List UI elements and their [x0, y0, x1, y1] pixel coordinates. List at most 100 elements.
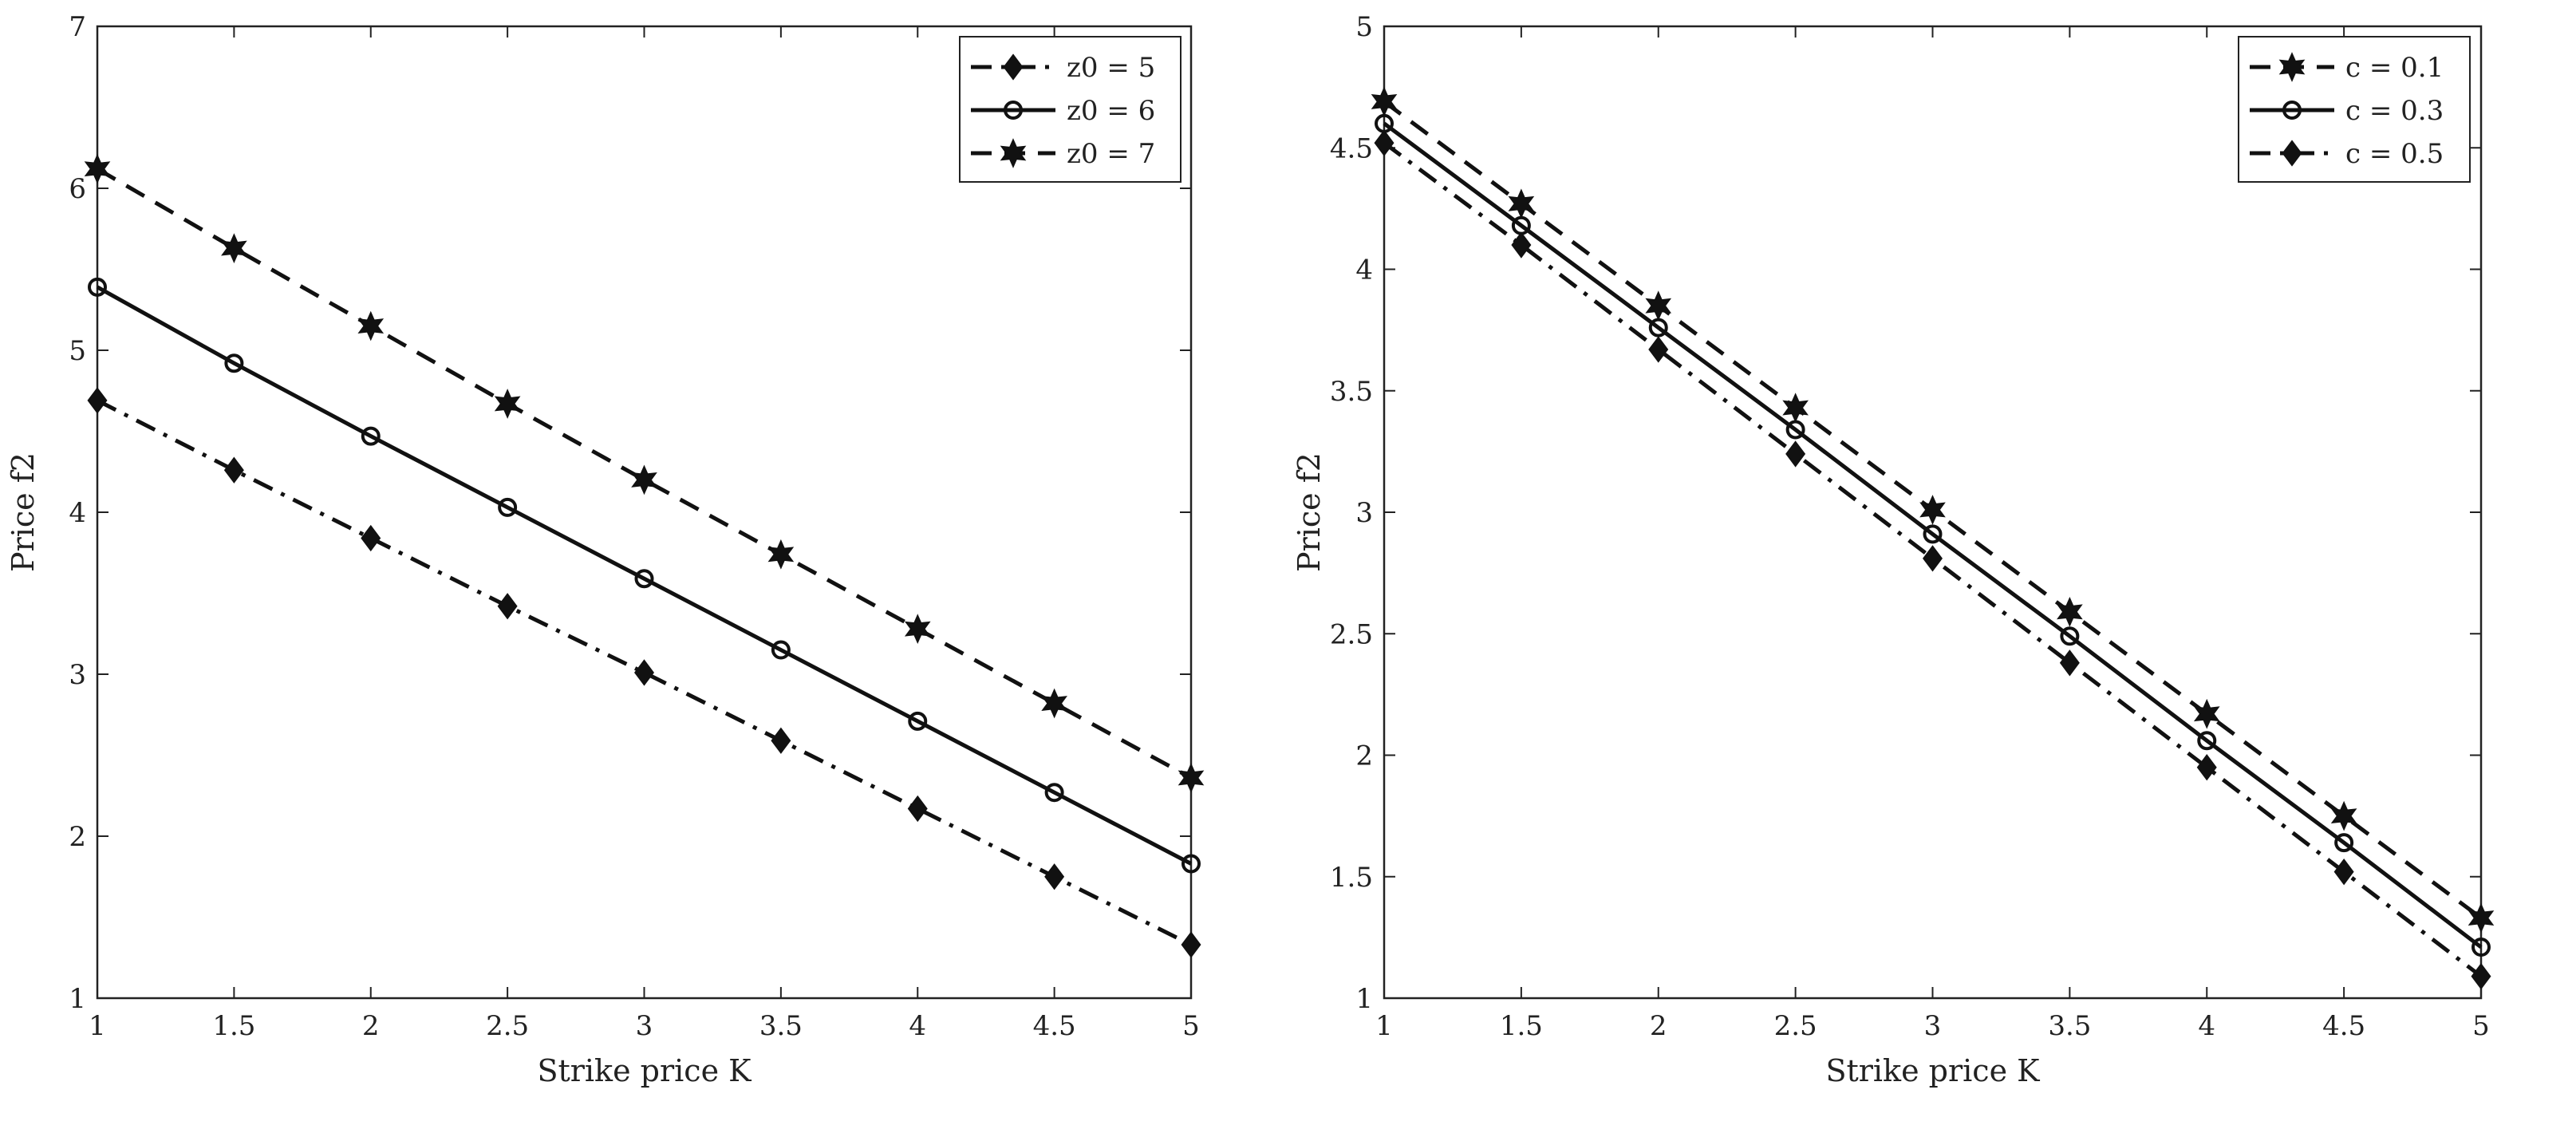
data-point — [2057, 596, 2083, 627]
y-tick-label: 5 — [1355, 11, 1373, 43]
series-line — [1383, 121, 2483, 949]
data-point — [88, 277, 107, 297]
data-point — [1181, 854, 1201, 874]
legend: z0 = 5 z0 = 6 z0 = 7 — [959, 36, 1181, 183]
data-point — [1044, 783, 1064, 803]
data-point — [1645, 290, 1672, 322]
y-tick-label: 1.5 — [1330, 862, 1373, 894]
data-point — [361, 426, 381, 446]
x-tick-label: 1 — [89, 1010, 106, 1042]
series-2 — [88, 277, 1201, 874]
data-point — [2471, 938, 2491, 957]
legend-marker — [1004, 101, 1023, 120]
data-point — [634, 659, 654, 686]
data-point — [1511, 231, 1532, 259]
data-point — [224, 353, 244, 373]
data-point — [904, 614, 931, 645]
data-point — [2333, 858, 2354, 886]
data-point — [2468, 902, 2495, 934]
series-line — [96, 398, 1193, 947]
series-3 — [1374, 129, 2491, 990]
data-point — [2334, 833, 2354, 853]
data-point — [771, 640, 791, 660]
data-point — [1508, 188, 1535, 219]
data-point — [87, 387, 108, 414]
legend: c = 0.1 c = 0.3 c = 0.5 — [2238, 36, 2471, 183]
x-tick-label: 3 — [636, 1010, 653, 1042]
data-point — [2059, 649, 2080, 677]
series-line — [96, 167, 1193, 780]
series-2 — [1375, 113, 2491, 957]
y-tick-label: 3.5 — [1330, 376, 1373, 408]
x-tick-label: 1.5 — [212, 1010, 255, 1042]
data-point — [1374, 129, 1395, 156]
data-point — [494, 389, 521, 419]
y-tick-label: 5 — [69, 335, 86, 367]
series-3 — [84, 153, 1205, 793]
y-tick-label: 4.5 — [1330, 132, 1373, 164]
legend-marker — [2282, 101, 2302, 120]
legend-marker — [2282, 140, 2302, 167]
legend-label: z0 = 6 — [1067, 95, 1155, 127]
legend-label: c = 0.1 — [2345, 52, 2444, 84]
series-line — [1383, 141, 2483, 978]
x-tick-label: 2.5 — [1774, 1010, 1817, 1042]
data-point — [2197, 731, 2217, 751]
data-point — [1785, 440, 1806, 468]
y-axis-label: Price f2 — [6, 452, 41, 572]
data-point — [84, 153, 111, 184]
data-point — [1371, 86, 1398, 117]
data-point — [2471, 962, 2491, 990]
y-axis-label: Price f2 — [1292, 452, 1327, 572]
data-point — [497, 593, 518, 620]
x-tick-label: 3 — [1924, 1010, 1942, 1042]
series-1 — [87, 387, 1201, 958]
data-point — [1178, 763, 1205, 793]
x-tick-label: 4.5 — [2322, 1010, 2365, 1042]
legend-label: c = 0.5 — [2345, 138, 2444, 170]
data-point — [1923, 545, 1943, 572]
x-tick-label: 1.5 — [1500, 1010, 1543, 1042]
data-point — [908, 711, 928, 731]
data-point — [2330, 800, 2357, 831]
legend-label: c = 0.3 — [2345, 95, 2444, 127]
data-point — [1044, 863, 1065, 890]
x-tick-label: 2 — [362, 1010, 380, 1042]
data-point — [1648, 336, 1669, 363]
data-point — [223, 456, 244, 484]
y-tick-label: 2 — [69, 821, 86, 853]
legend-label: z0 = 7 — [1067, 138, 1155, 170]
data-point — [1923, 524, 1943, 544]
data-point — [2196, 754, 2217, 781]
y-tick-label: 2 — [1355, 740, 1373, 772]
y-tick-label: 1 — [1355, 983, 1373, 1015]
legend-marker — [2278, 52, 2306, 82]
y-tick-label: 3 — [69, 659, 86, 691]
series-line — [96, 285, 1193, 866]
data-point — [634, 569, 654, 589]
data-point — [1782, 393, 1809, 423]
y-tick-label: 7 — [69, 11, 86, 43]
data-point — [907, 795, 928, 823]
y-tick-label: 3 — [1355, 497, 1373, 529]
data-point — [631, 464, 657, 495]
x-tick-label: 4 — [909, 1010, 926, 1042]
series-1 — [1371, 86, 2495, 934]
data-point — [361, 524, 381, 552]
x-tick-label: 5 — [2472, 1010, 2490, 1042]
x-tick-label: 5 — [1182, 1010, 1200, 1042]
legend-marker — [1003, 53, 1024, 81]
data-point — [357, 310, 385, 341]
data-point — [767, 539, 795, 570]
x-tick-label: 4 — [2198, 1010, 2215, 1042]
data-point — [1181, 931, 1201, 958]
x-axis-label: Strike price K — [1825, 1053, 2040, 1088]
y-tick-label: 4 — [1355, 255, 1373, 286]
x-tick-label: 2.5 — [486, 1010, 529, 1042]
y-tick-label: 6 — [69, 173, 86, 205]
x-tick-label: 4.5 — [1033, 1010, 1076, 1042]
x-tick-label: 3.5 — [759, 1010, 803, 1042]
x-tick-label: 3.5 — [2048, 1010, 2091, 1042]
chart-panel-1: 1 1.5 2 2.5 3 3.5 4 4.5 5 1 2 3 4 5 6 7 Strike price K Pr… — [6, 11, 1205, 1088]
